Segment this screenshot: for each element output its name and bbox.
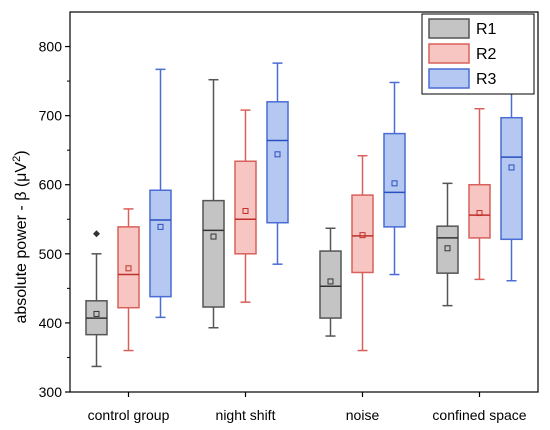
box-iqr xyxy=(468,183,491,239)
box-iqr xyxy=(436,225,459,274)
y-axis-title-superscript: 2 xyxy=(11,156,23,162)
box-R2-0 xyxy=(117,208,140,352)
box-R2-3 xyxy=(468,107,491,281)
y-tick-label: 700 xyxy=(39,108,63,124)
mean-marker xyxy=(444,245,451,252)
y-tick-label: 400 xyxy=(39,315,63,331)
box-iqr xyxy=(351,194,374,274)
x-tick-label: noise xyxy=(346,407,380,423)
y-tick-label: 500 xyxy=(39,246,63,262)
mean-marker xyxy=(210,233,217,240)
series-R1 xyxy=(85,78,459,368)
x-tick-label: confined space xyxy=(432,407,526,423)
box-R1-2 xyxy=(319,227,342,337)
mean-marker xyxy=(327,278,334,285)
series-R2 xyxy=(117,107,491,352)
box-R1-3 xyxy=(436,182,459,307)
box-R3-2 xyxy=(383,81,406,276)
mean-marker xyxy=(508,164,515,171)
box-R1-0 xyxy=(85,230,108,368)
box-R3-0 xyxy=(149,68,172,319)
mean-marker xyxy=(242,207,249,214)
legend-label-R3: R3 xyxy=(476,71,497,88)
mean-marker xyxy=(93,310,100,317)
outlier-point xyxy=(93,230,100,238)
box-iqr xyxy=(266,101,289,224)
box-iqr xyxy=(234,160,257,255)
box-R1-1 xyxy=(202,78,225,329)
legend-label-R2: R2 xyxy=(476,46,497,63)
box-R2-1 xyxy=(234,109,257,303)
series-R3 xyxy=(149,59,523,319)
y-axis-title-close: ) xyxy=(13,150,30,155)
box-iqr xyxy=(500,116,523,241)
box-iqr xyxy=(319,250,342,319)
y-tick-label: 300 xyxy=(39,384,63,400)
mean-marker xyxy=(125,265,132,272)
box-iqr xyxy=(202,199,225,308)
y-axis-title: absolute power - β (μV2) xyxy=(11,150,30,323)
legend: R1 R2 R3 xyxy=(421,13,535,95)
legend-swatch-R1 xyxy=(428,18,470,39)
legend-swatch-R3 xyxy=(428,68,470,89)
y-tick-label: 600 xyxy=(39,177,63,193)
box-iqr xyxy=(383,132,406,228)
box-series-group xyxy=(85,59,523,368)
mean-marker xyxy=(157,223,164,230)
y-axis-title-main: absolute power - β (μV xyxy=(13,162,30,324)
box-iqr xyxy=(149,189,172,298)
box-iqr xyxy=(117,226,140,309)
box-R3-1 xyxy=(266,62,289,265)
y-tick-label: 800 xyxy=(39,39,63,55)
legend-label-R1: R1 xyxy=(476,21,497,38)
x-tick-label: night shift xyxy=(216,407,276,423)
plot-border xyxy=(69,11,539,393)
legend-swatch-R2 xyxy=(428,43,470,64)
box-R2-2 xyxy=(351,154,374,352)
x-tick-label: control group xyxy=(88,407,170,423)
axes: 300 400 500 600 700 800 control group night shi… xyxy=(39,11,539,423)
mean-marker xyxy=(359,232,366,239)
mean-marker xyxy=(274,151,281,158)
mean-marker xyxy=(476,210,483,217)
mean-marker xyxy=(391,180,398,187)
